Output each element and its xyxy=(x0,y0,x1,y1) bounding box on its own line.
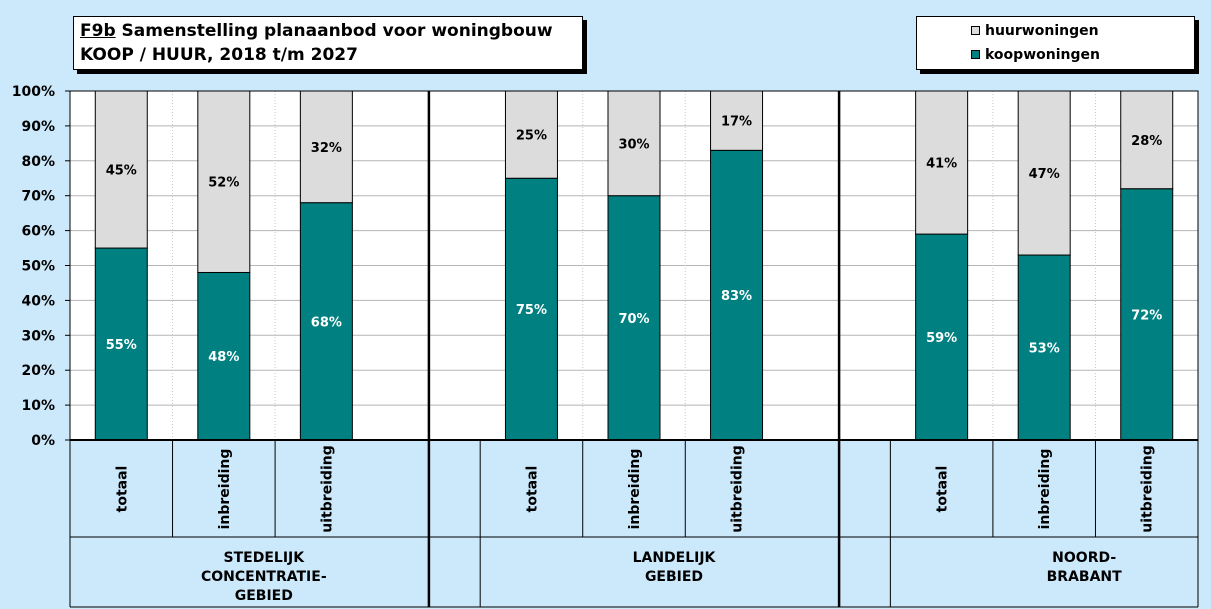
data-label-koop: 83% xyxy=(721,289,752,304)
data-label-koop: 68% xyxy=(311,315,342,330)
bar-huur xyxy=(607,90,661,197)
data-label-koop: 53% xyxy=(1029,342,1060,357)
legend-item-huur: huurwoningen xyxy=(971,21,1099,41)
data-label-huur: 30% xyxy=(618,137,649,152)
bar-koop xyxy=(710,149,764,441)
data-label-huur: 28% xyxy=(1131,134,1162,149)
legend-swatch-huur xyxy=(971,26,980,35)
legend-swatch-koop xyxy=(971,50,980,59)
legend-item-koop: koopwoningen xyxy=(971,45,1100,65)
data-label-huur: 47% xyxy=(1029,167,1060,182)
data-label-huur: 41% xyxy=(926,157,957,172)
group-label: NOORD- xyxy=(1052,550,1116,566)
group-label: LANDELIJK xyxy=(633,550,717,566)
bar-huur xyxy=(1017,90,1071,256)
bar-huur xyxy=(710,90,764,151)
bar-koop xyxy=(607,195,661,441)
data-label-koop: 48% xyxy=(208,350,239,365)
chart-subtitle: KOOP / HUUR, 2018 t/m 2027 xyxy=(80,45,358,65)
legend-label-koop: koopwoningen xyxy=(985,47,1100,63)
y-tick-label: 0% xyxy=(31,433,55,449)
y-tick-label: 80% xyxy=(21,154,55,170)
chart-title: Samenstelling planaanbod voor woningbouw xyxy=(121,21,553,41)
group-label: CONCENTRATIE- xyxy=(201,569,327,585)
bar-koop xyxy=(915,233,969,441)
legend: huurwoningen koopwoningen xyxy=(916,16,1195,70)
x-category-label: uitbreiding xyxy=(1140,445,1156,533)
y-tick-label: 10% xyxy=(21,398,55,414)
group-label: GEBIED xyxy=(235,588,293,604)
bar-huur xyxy=(94,90,148,249)
group-label: STEDELIJK xyxy=(224,550,306,566)
data-label-koop: 59% xyxy=(926,331,957,346)
bar-huur xyxy=(1120,90,1174,190)
chart-code: F9b xyxy=(80,21,116,41)
x-category-label: inbreiding xyxy=(1037,449,1053,530)
y-tick-label: 50% xyxy=(21,259,55,275)
data-label-huur: 45% xyxy=(106,164,137,179)
x-category-label: inbreiding xyxy=(217,449,233,530)
x-category-label: totaal xyxy=(524,466,540,513)
data-label-koop: 72% xyxy=(1131,308,1162,323)
chart-title-line1: F9b Samenstelling planaanbod voor woning… xyxy=(80,19,576,43)
y-tick-label: 70% xyxy=(21,189,55,205)
group-label: GEBIED xyxy=(645,569,703,585)
data-label-huur: 52% xyxy=(208,176,239,191)
y-tick-label: 60% xyxy=(21,224,55,240)
data-label-koop: 55% xyxy=(106,338,137,353)
bar-huur xyxy=(299,90,353,204)
bar-huur xyxy=(915,90,969,235)
y-tick-label: 90% xyxy=(21,119,55,135)
bar-koop xyxy=(94,247,148,441)
data-label-huur: 32% xyxy=(311,141,342,156)
y-tick-label: 40% xyxy=(21,293,55,309)
y-tick-label: 20% xyxy=(21,363,55,379)
x-category-label: totaal xyxy=(935,466,951,513)
group-label: BRABANT xyxy=(1047,569,1123,585)
chart-title-box: F9b Samenstelling planaanbod voor woning… xyxy=(73,16,583,70)
bar-koop xyxy=(299,202,353,441)
y-tick-label: 30% xyxy=(21,328,55,344)
data-label-huur: 25% xyxy=(516,129,547,144)
data-label-koop: 70% xyxy=(618,312,649,327)
x-category-label: inbreiding xyxy=(627,449,643,530)
x-category-label: totaal xyxy=(114,466,130,513)
data-label-huur: 17% xyxy=(721,115,752,130)
x-category-label: uitbreiding xyxy=(730,445,746,533)
data-label-koop: 75% xyxy=(516,303,547,318)
bar-koop xyxy=(197,271,251,441)
y-tick-label: 100% xyxy=(12,84,55,100)
x-category-label: uitbreiding xyxy=(319,445,335,533)
legend-label-huur: huurwoningen xyxy=(985,23,1099,39)
axis-label-area xyxy=(70,440,1198,607)
